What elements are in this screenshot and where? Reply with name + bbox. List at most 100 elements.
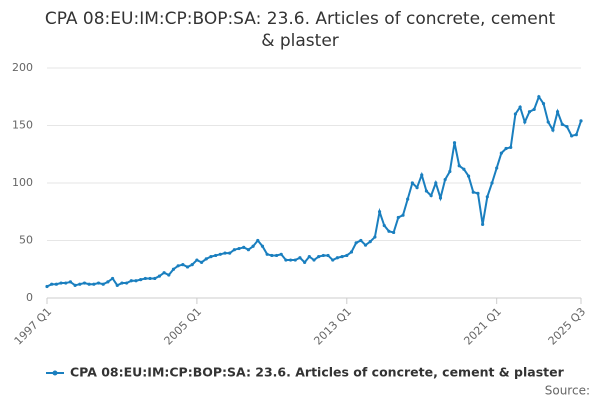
point xyxy=(401,213,405,217)
point xyxy=(298,256,302,260)
point xyxy=(331,258,335,262)
point xyxy=(195,258,199,262)
point xyxy=(532,107,536,111)
point xyxy=(424,189,429,193)
point xyxy=(101,282,105,286)
point xyxy=(59,281,63,285)
point xyxy=(265,252,269,256)
point xyxy=(485,195,489,199)
point xyxy=(64,281,68,285)
point xyxy=(106,280,110,284)
point xyxy=(129,279,133,283)
point xyxy=(134,279,138,283)
x-tick-label: 2025 Q3 xyxy=(546,305,589,348)
point xyxy=(504,146,508,151)
point xyxy=(157,274,162,278)
x-tick-label: 2021 Q1 xyxy=(461,305,504,348)
point xyxy=(523,120,527,124)
chart-title: CPA 08:EU:IM:CP:BOP:SA: 23.6. Articles o… xyxy=(44,9,556,51)
point xyxy=(406,197,410,201)
point xyxy=(527,110,532,114)
point xyxy=(293,258,297,262)
point xyxy=(560,122,564,126)
point xyxy=(434,181,438,185)
point xyxy=(199,260,204,264)
point xyxy=(415,186,419,190)
point xyxy=(162,271,166,275)
point xyxy=(303,260,307,264)
point xyxy=(312,258,316,262)
point xyxy=(125,281,129,285)
point xyxy=(317,255,321,259)
point xyxy=(518,105,522,109)
point xyxy=(242,245,246,249)
point xyxy=(410,181,414,185)
point xyxy=(377,210,382,214)
point xyxy=(120,281,124,285)
point xyxy=(256,238,260,243)
point xyxy=(359,238,363,243)
legend-marker xyxy=(52,370,58,376)
point xyxy=(509,145,513,149)
point xyxy=(82,281,87,285)
point xyxy=(462,167,466,171)
point xyxy=(373,235,377,239)
point xyxy=(274,253,279,258)
point xyxy=(335,256,340,260)
point xyxy=(340,255,344,259)
point xyxy=(429,194,433,198)
point xyxy=(110,276,115,281)
point xyxy=(139,278,143,282)
point xyxy=(185,265,190,269)
point xyxy=(237,246,241,251)
point xyxy=(382,223,386,228)
point xyxy=(115,283,119,287)
point xyxy=(551,128,555,132)
point xyxy=(167,273,171,277)
point xyxy=(541,102,546,106)
point xyxy=(148,276,152,281)
point xyxy=(368,240,372,244)
y-tick-label: 0 xyxy=(26,291,33,304)
y-tick-label: 200 xyxy=(12,61,33,74)
y-tick-label: 50 xyxy=(19,234,33,247)
source: Source: xyxy=(545,384,590,398)
point xyxy=(246,248,251,252)
point xyxy=(396,215,400,220)
point xyxy=(345,253,349,258)
point xyxy=(288,258,293,262)
point xyxy=(204,257,208,261)
point xyxy=(92,282,96,286)
point xyxy=(209,255,213,259)
point xyxy=(363,243,368,247)
point xyxy=(513,112,518,116)
legend-label: CPA 08:EU:IM:CP:BOP:SA: 23.6. Articles o… xyxy=(70,365,565,380)
point xyxy=(481,222,485,226)
point xyxy=(555,110,560,114)
point xyxy=(438,196,443,200)
point xyxy=(190,263,194,267)
point xyxy=(232,248,236,252)
y-tick-label: 150 xyxy=(12,119,33,132)
point xyxy=(45,284,49,289)
point xyxy=(349,250,354,254)
point xyxy=(546,120,550,124)
point xyxy=(326,253,330,258)
point xyxy=(452,141,457,145)
point xyxy=(495,166,499,170)
point xyxy=(448,169,452,174)
point xyxy=(570,134,574,138)
point xyxy=(251,244,255,248)
point xyxy=(307,255,311,259)
point xyxy=(321,253,325,258)
point xyxy=(260,244,265,248)
point xyxy=(214,253,218,258)
point xyxy=(73,283,77,287)
point xyxy=(68,280,73,284)
point xyxy=(143,276,147,281)
point xyxy=(565,125,569,129)
point xyxy=(171,267,176,271)
point xyxy=(574,133,578,137)
